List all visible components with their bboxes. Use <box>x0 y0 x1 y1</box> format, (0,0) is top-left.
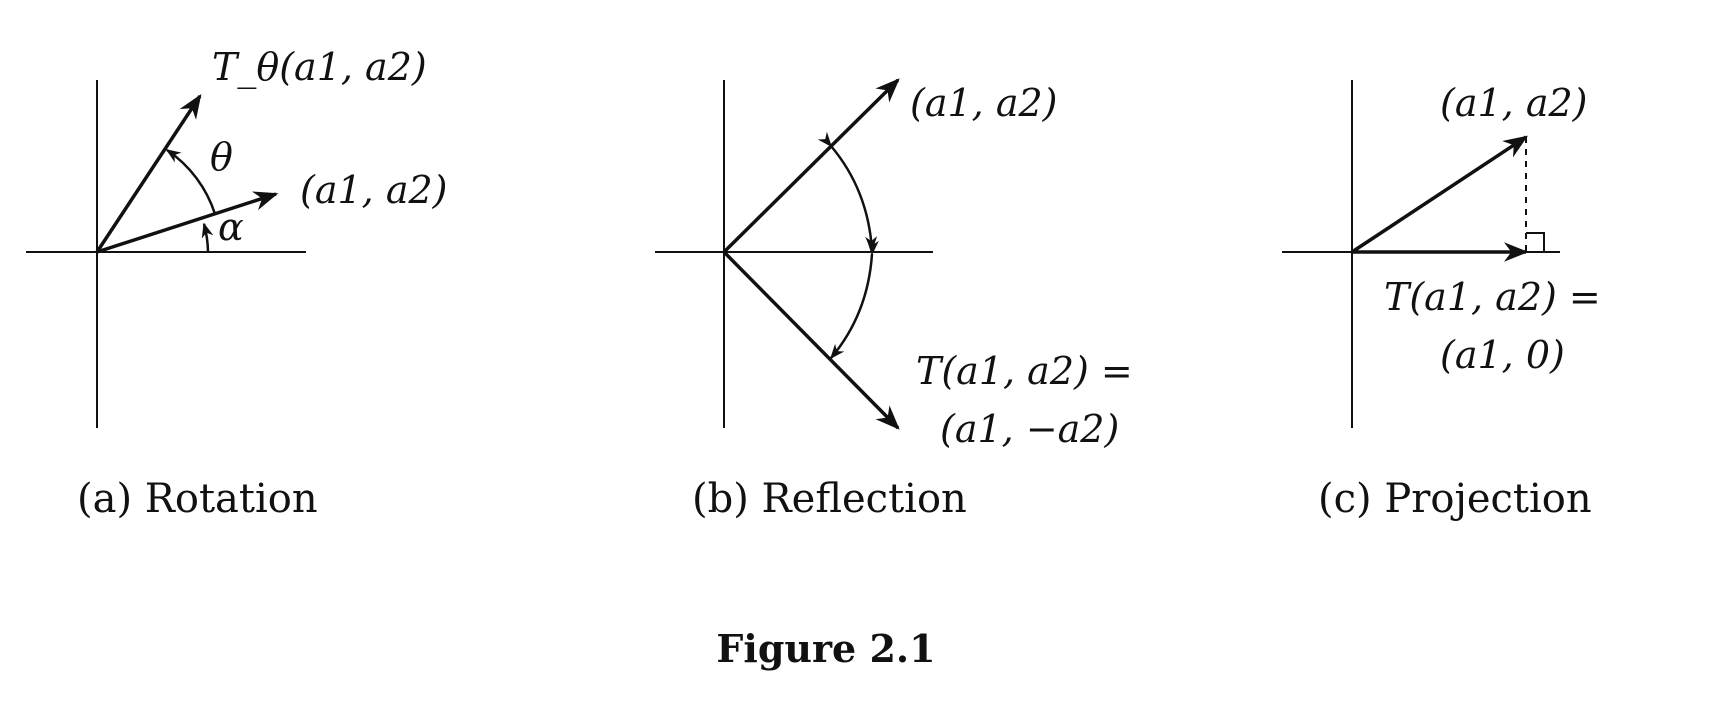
projected-vector-label-line2: (a1, 0) <box>1440 333 1565 377</box>
caption-reflection: (b) Reflection <box>692 476 967 522</box>
alpha-label: α <box>218 205 244 249</box>
original-vector <box>1351 135 1529 254</box>
reflected-vector-label-line1: T(a1, a2) = <box>916 349 1133 393</box>
right-angle-marker <box>1526 232 1545 252</box>
original-vector <box>96 191 279 254</box>
original-vector-label: (a1, a2) <box>910 81 1057 125</box>
figure-title: Figure 2.1 <box>716 626 935 671</box>
theta-arc <box>165 148 217 215</box>
reflected-vector <box>722 250 900 430</box>
panel-projection: (a1, a2) T(a1, a2) = (a1, 0) (c) Project… <box>1282 80 1601 522</box>
original-vector-label: (a1, a2) <box>1440 81 1587 125</box>
projected-vector-label-line1: T(a1, a2) = <box>1384 275 1601 319</box>
panel-reflection: (a1, a2) T(a1, a2) = (a1, −a2) (b) Refle… <box>655 78 1133 522</box>
caption-rotation: (a) Rotation <box>77 476 318 522</box>
reflected-vector-label-line2: (a1, −a2) <box>940 407 1119 451</box>
rotated-vector-label: T_θ(a1, a2) <box>212 45 427 90</box>
reflection-arc-upper <box>817 131 878 252</box>
rotated-vector <box>95 93 202 253</box>
theta-label: θ <box>210 135 233 179</box>
alpha-arc <box>201 222 214 253</box>
original-vector-label: (a1, a2) <box>300 168 447 212</box>
original-vector <box>722 78 900 254</box>
reflection-arc-lower <box>830 240 879 360</box>
panel-rotation: T_θ(a1, a2) (a1, a2) θ α (a) Rotation <box>26 45 447 522</box>
caption-projection: (c) Projection <box>1318 476 1592 522</box>
